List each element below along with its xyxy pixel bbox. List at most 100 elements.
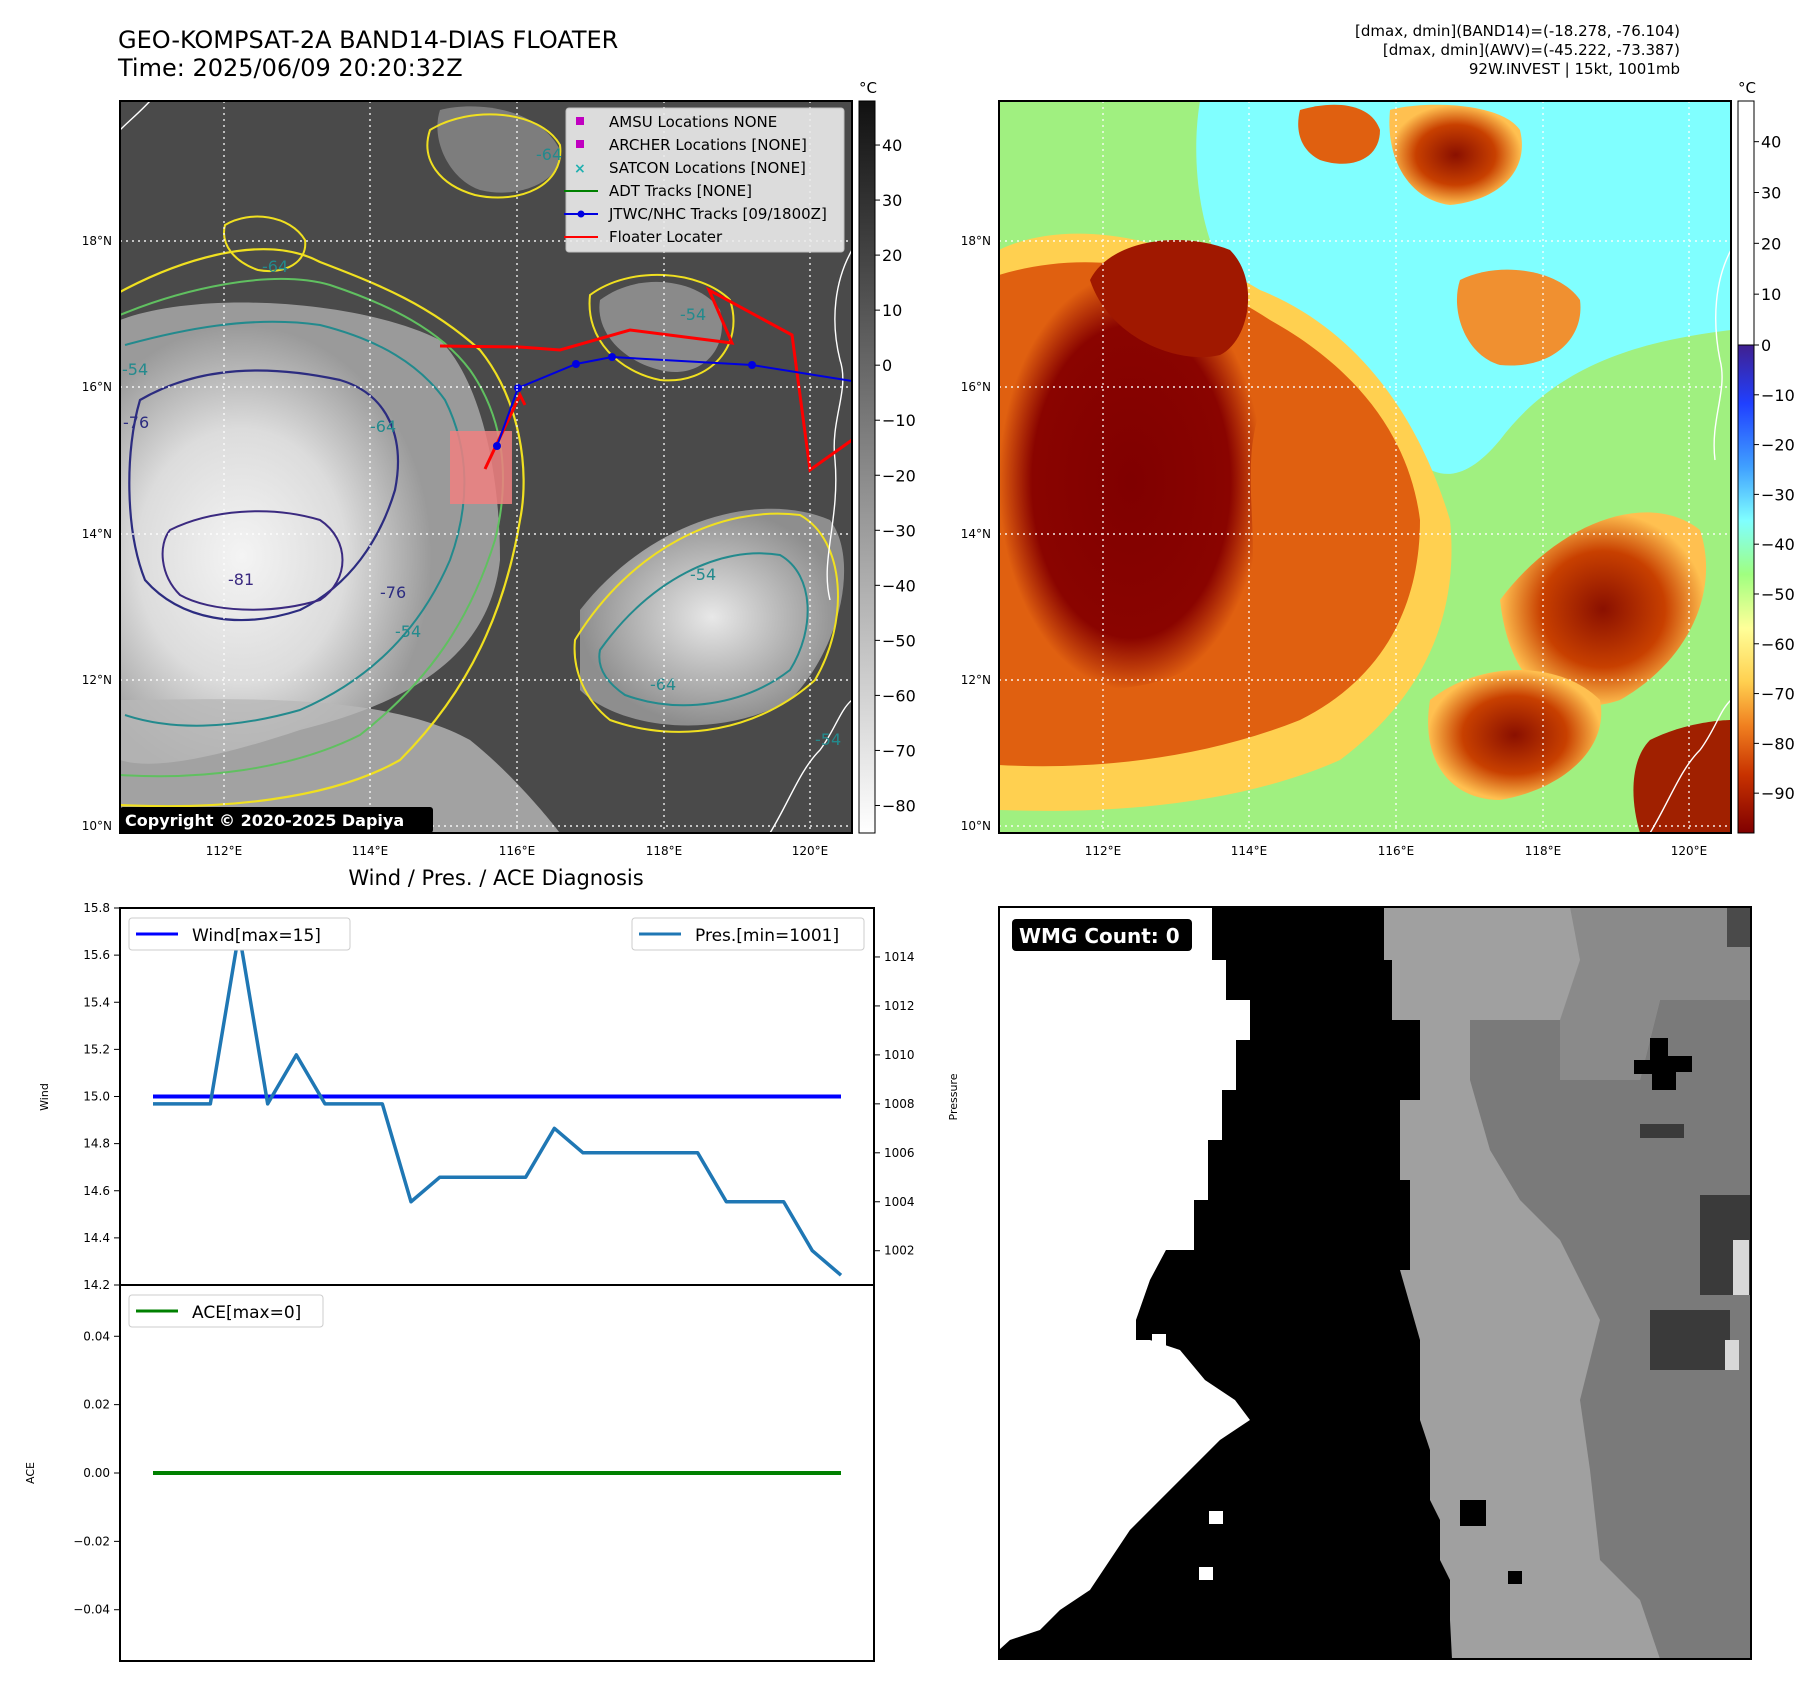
contour-label: -64 [650,675,676,694]
wind-tick-label: 14.6 [83,1184,110,1198]
colorbar-tick-label: 0 [882,356,892,375]
wind-tick-label: 15.4 [83,995,110,1009]
wmg-panel: WMG Count: 0 [998,906,1752,1660]
svg-text:16°N: 16°N [961,380,991,394]
awv-s-blob [1428,670,1602,800]
svg-text:12°N: 12°N [82,673,112,687]
colorbar-tick-label: −40 [1761,535,1795,554]
awv-dark-core [999,273,1264,690]
svg-text:18°N: 18°N [82,234,112,248]
archer-marker [576,140,584,148]
svg-text:116°E: 116°E [499,844,536,858]
svg-text:14°N: 14°N [961,527,991,541]
title-satellite: GEO-KOMPSAT-2A BAND14-DIAS FLOATER [118,26,619,54]
wind-legend-label: Wind[max=15] [192,926,321,946]
ir-map-frame [119,100,853,834]
colorbar-tick-label: −90 [1761,784,1795,803]
legend-adt: ADT Tracks [NONE] [609,182,752,200]
ir-colorbar-unit: °C [859,79,877,97]
awv-map-panel: 18°N 16°N 14°N 12°N 10°N 112°E 114°E 116… [961,100,1732,858]
svg-text:116°E: 116°E [1378,844,1415,858]
awv-colorbar-ticks: 40 30 20 10 0 −10 −20 −30 −40 −50 −60 −70 −80 −90 [1754,133,1795,803]
pressure-tick-label: 1014 [884,950,915,964]
ace-tick-label: −0.02 [73,1534,110,1548]
wind-tick-label: 14.4 [83,1231,110,1245]
contour-label: -64 [536,145,562,164]
awv-colorbar-unit: °C [1738,79,1756,97]
pressure-legend: Pres.[min=1001] [631,917,865,951]
awv-ne-blob [1389,104,1522,205]
wind-pressure-series [153,930,843,1277]
colorbar-tick-label: 40 [1761,133,1781,152]
colorbar-tick-label: 10 [1761,285,1781,304]
wmg-count-label: WMG Count: 0 [1019,924,1180,948]
ace-tick-label: −0.04 [73,1603,110,1617]
wmg-count-box [1012,919,1192,951]
awv-sse-blob [1633,720,1731,833]
svg-text:16°N: 16°N [82,380,112,394]
wind-tick-label: 14.2 [83,1278,110,1292]
coastline-nw [120,101,151,131]
legend-satcon: SATCON Locations [NONE] [609,159,806,177]
pressure-tick-label: 1006 [884,1146,915,1160]
svg-text:112°E: 112°E [1085,844,1122,858]
wind-tick-label: 15.8 [83,901,110,915]
svg-text:118°E: 118°E [1525,844,1562,858]
pressure-tick-label: 1010 [884,1048,915,1062]
pressure-axis-label: Pressure [947,1073,960,1120]
pressure-axis-ticks: 1014 1012 1010 1008 1006 1004 1002 [874,950,915,1258]
awv-coast-e [1713,249,1731,461]
pressure-tick-label: 1004 [884,1195,915,1209]
contour-nw-yellow [223,215,307,273]
colorbar-tick-label: 0 [1761,336,1771,355]
ace-legend-label: ACE[max=0] [192,1303,301,1323]
colorbar-tick-label: −50 [1761,585,1795,604]
pressure-tick-label: 1008 [884,1097,915,1111]
ace-chart: 0.04 0.02 0.00 −0.02 −0.04 ACE ACE[max=0] [24,1284,875,1662]
colorbar-tick-label: 30 [1761,184,1781,203]
pressure-series-line [153,930,843,1277]
colorbar-tick-label: −20 [1761,436,1795,455]
wind-axis-label: Wind [38,1083,51,1111]
ace-legend-box [128,1294,324,1328]
contour-label: -76 [380,583,406,602]
colorbar-tick-label: 40 [882,136,902,155]
ir-lon-ticks: 112°E 114°E 116°E 118°E 120°E [206,844,829,858]
colorbar-tick-label: −30 [1761,485,1795,504]
floater-box [450,431,512,504]
legend-jtwc: JTWC/NHC Tracks [09/1800Z] [608,205,827,223]
title-time: Time: 2025/06/09 20:20:32Z [118,54,463,82]
info-band14-range: [dmax, dmin](BAND14)=(-18.278, -76.104) [1355,22,1680,40]
awv-se-blob [1500,512,1707,706]
awv-mid-blob [1456,269,1581,366]
jtwc-point [608,353,616,361]
coastline-east [826,249,852,601]
contour-navy-outer [128,369,399,622]
contour-label: -64 [262,257,288,276]
pressure-tick-label: 1012 [884,999,915,1013]
contour-label: -54 [122,360,148,379]
legend-floater: Floater Locater [609,228,723,246]
wind-tick-label: 14.8 [83,1137,110,1151]
svg-text:12°N: 12°N [961,673,991,687]
awv-colorbar: °C 40 30 20 10 0 −10 −20 −30 −40 −50 −60 −70 −80 −90 [1737,79,1795,834]
ace-axis-label: ACE [24,1462,37,1484]
wind-axis-ticks: 15.8 15.6 15.4 15.2 15.0 14.8 14.6 14.4 14.2 [83,901,120,1292]
info-block: [dmax, dmin](BAND14)=(-18.278, -76.104) … [1355,22,1680,79]
colorbar-tick-label: 20 [882,246,902,265]
ir-cloud-band [120,302,500,764]
awv-lat-ticks: 18°N 16°N 14°N 12°N 10°N [961,234,991,833]
colorbar-tick-label: −70 [1761,685,1795,704]
colorbar-tick-label: 30 [882,191,902,210]
wmg-white-speck [1199,1567,1213,1580]
figure-title: GEO-KOMPSAT-2A BAND14-DIAS FLOATER Time:… [118,26,618,82]
wmg-black-speck [1508,1571,1522,1584]
ace-legend: ACE[max=0] [128,1294,324,1328]
colorbar-tick-label: −20 [882,466,916,485]
svg-text:10°N: 10°N [961,819,991,833]
copyright-text: Copyright © 2020-2025 Dapiya [125,811,404,830]
wind-legend-box [128,917,351,951]
wmg-dark-patch [1640,1124,1684,1138]
contour-n-yellow [426,113,562,199]
wmg-white-speck [1152,1334,1166,1347]
